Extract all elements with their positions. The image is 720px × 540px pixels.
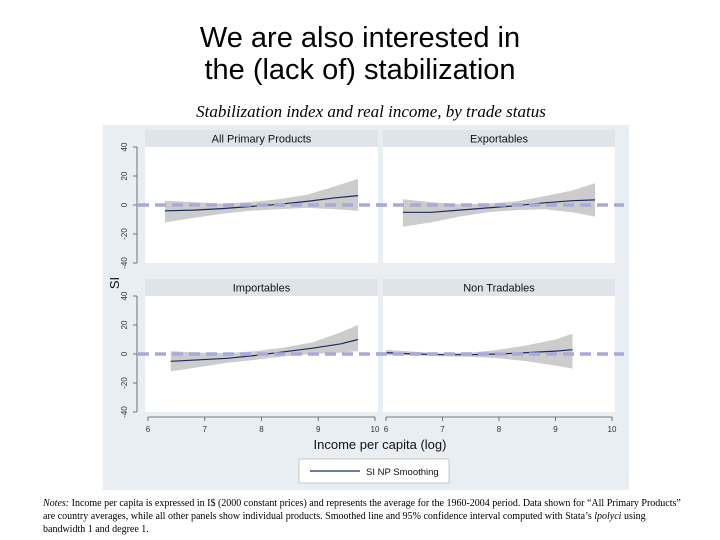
y-tick-label: -20	[120, 377, 129, 389]
panel-title: All Primary Products	[212, 134, 312, 146]
chart-figure: All Primary Products -40 -20 0 20 40 Exportabl…	[103, 125, 629, 490]
x-tick-label: 9	[553, 425, 558, 434]
panel-strip	[145, 279, 378, 296]
smoothing-line	[170, 338, 359, 362]
y-tick-label: 40	[120, 291, 129, 300]
y-tick-label: -20	[120, 228, 129, 240]
slide-title: We are also interested in the (lack of) …	[0, 22, 720, 86]
y-tick-label: 20	[120, 320, 129, 329]
x-tick-label: 7	[440, 425, 445, 434]
x-tick-label: 10	[608, 425, 617, 434]
y-axis-title: SI	[107, 277, 122, 289]
x-tick-label: 7	[203, 425, 208, 434]
slide-title-line-2: the (lack of) stabilization	[204, 54, 516, 86]
x-tick-label: 10	[371, 425, 380, 434]
panel-title: Non Tradables	[463, 283, 535, 295]
confidence-band	[165, 178, 358, 223]
notes-command: lpolyci	[594, 511, 622, 522]
y-tick-label: 0	[120, 202, 129, 207]
smoothing-line	[402, 199, 596, 213]
y-tick-label: 20	[120, 171, 129, 180]
x-tick-label: 6	[146, 425, 151, 434]
legend-label: SI NP Smoothing	[366, 467, 439, 478]
confidence-band	[386, 333, 573, 369]
chart-title: Stabilization index and real income, by …	[196, 102, 546, 121]
notes-text-2: using bandwidth 1 and degree 1.	[43, 511, 646, 535]
y-tick-label: -40	[120, 406, 129, 418]
x-tick-label: 8	[497, 425, 502, 434]
confidence-band	[170, 325, 358, 372]
slide-title-line-1: We are also interested in	[199, 22, 521, 54]
panel-title: Exportables	[470, 134, 529, 146]
notes-text-1: Income per capita is expressed in I$ (20…	[43, 498, 681, 522]
panel-strip	[383, 279, 615, 296]
x-tick-label: 8	[259, 425, 264, 434]
y-tick-label: -40	[120, 257, 129, 269]
panel-strip	[383, 130, 615, 147]
x-axis-title: Income per capita (log)	[314, 437, 447, 452]
y-tick-label: 0	[120, 351, 129, 356]
x-tick-label: 6	[384, 425, 389, 434]
chart-notes: Notes: Income per capita is expressed in…	[43, 497, 683, 536]
panel-strip	[145, 130, 378, 147]
panel-title: Importables	[233, 283, 291, 295]
notes-label: Notes:	[43, 498, 70, 509]
x-tick-label: 9	[316, 425, 321, 434]
y-tick-label: 40	[120, 142, 129, 151]
